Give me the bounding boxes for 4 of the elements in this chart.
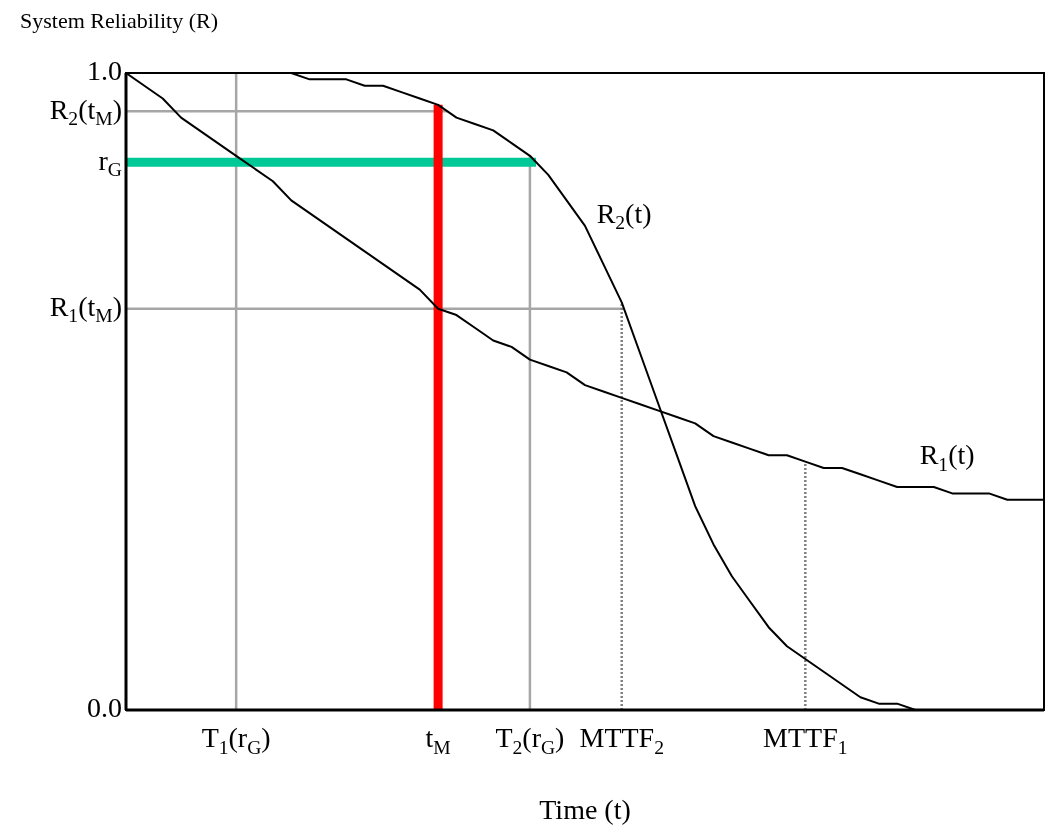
x-axis-title: Time (t): [539, 794, 631, 826]
chart-title: System Reliability (R): [20, 7, 218, 33]
y-tick-label: 0.0: [87, 692, 122, 724]
y-tick-label: 1.0: [87, 55, 122, 87]
